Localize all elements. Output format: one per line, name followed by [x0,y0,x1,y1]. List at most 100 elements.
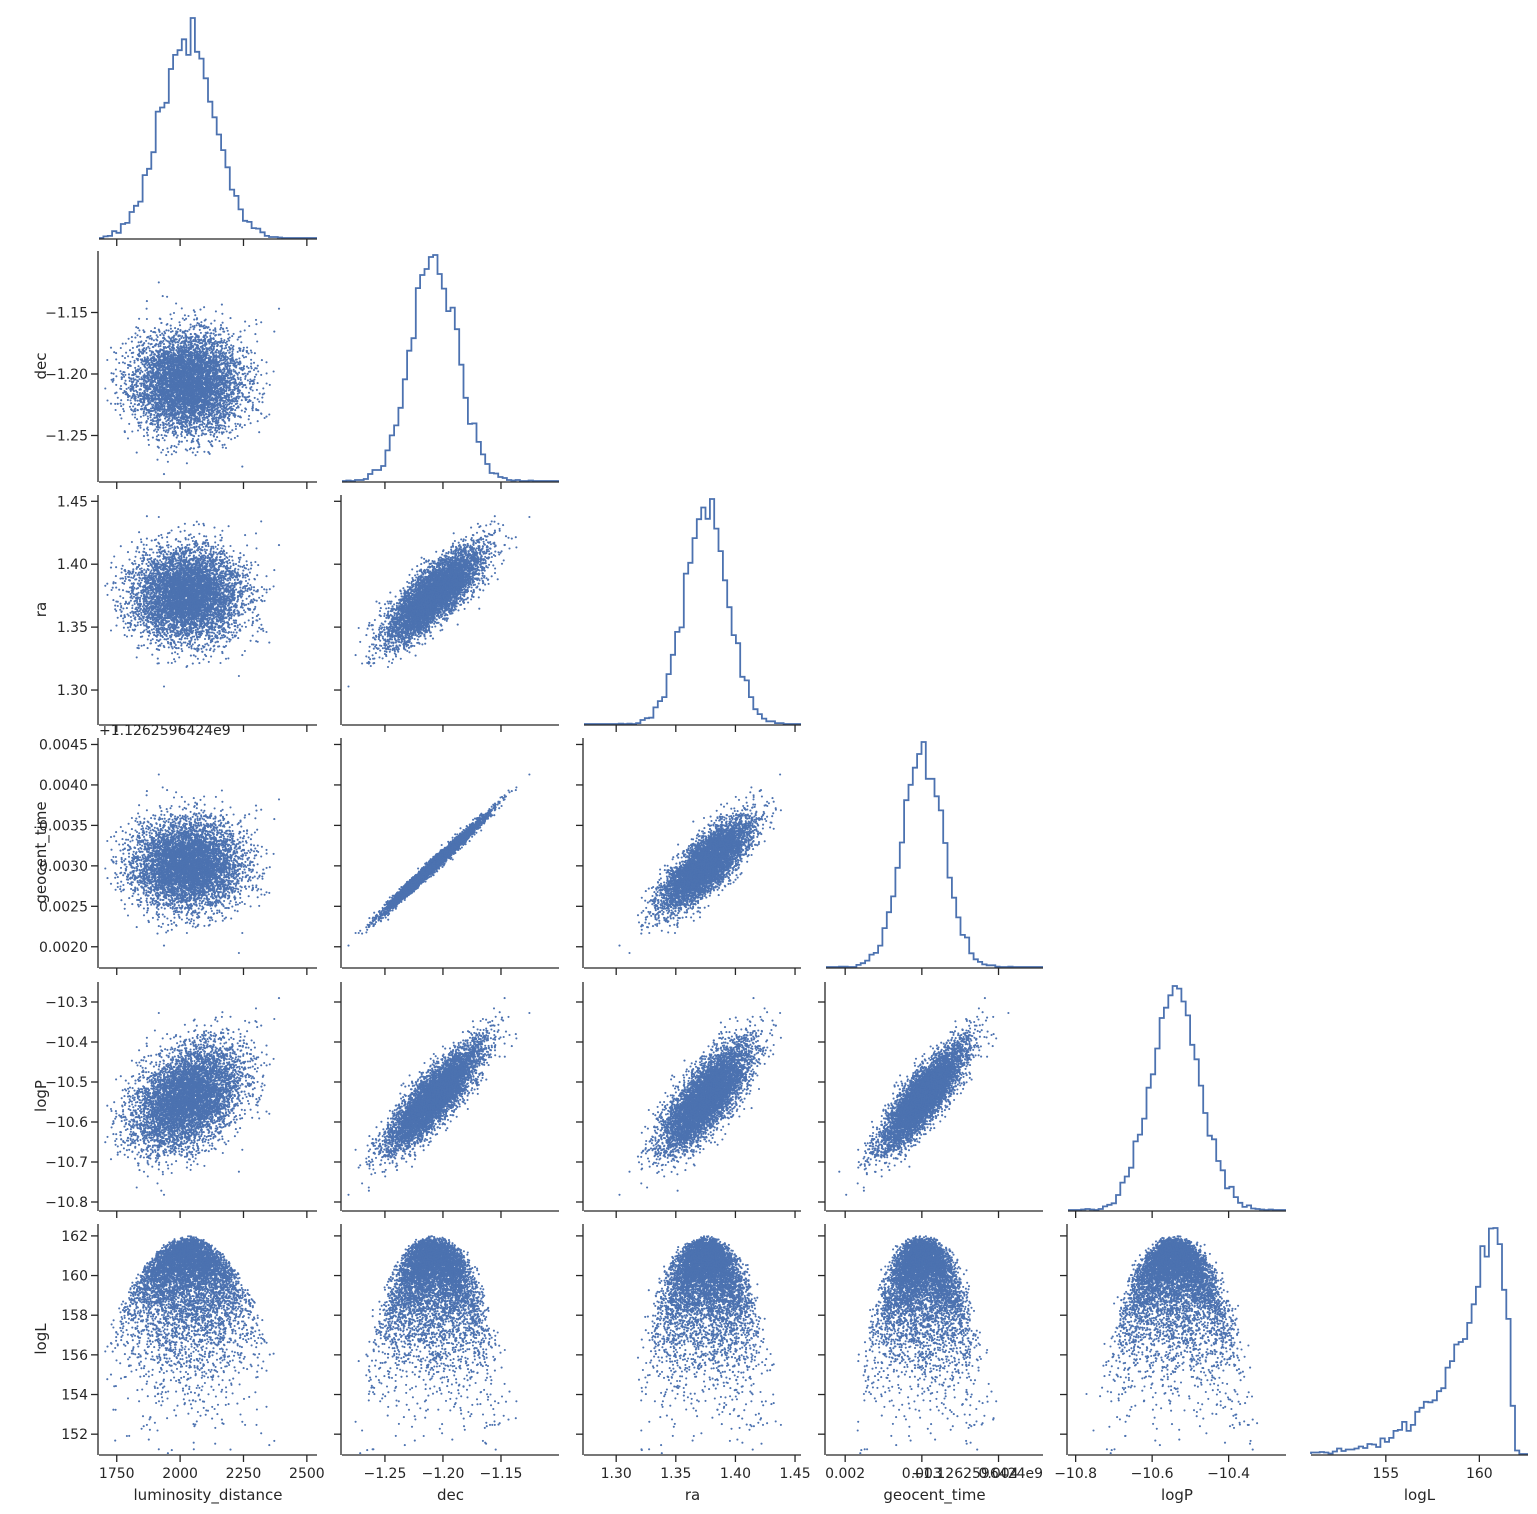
scatter-point [172,430,174,432]
scatter-point [163,343,165,345]
scatter-point [128,387,130,389]
scatter-point [239,381,241,383]
scatter-point [208,429,210,431]
scatter-point [157,343,159,345]
scatter-point [222,342,224,344]
scatter-point [120,385,122,387]
scatter-point [166,296,168,298]
scatter-point [170,352,172,354]
scatter-point [193,418,195,420]
scatter-point [229,317,231,319]
scatter-point [187,428,189,430]
scatter-point [176,416,178,418]
scatter-point [222,359,224,361]
scatter-point [222,427,224,429]
scatter-point [128,364,130,366]
scatter-point [139,336,141,338]
scatter-point [189,448,191,450]
scatter-point [196,324,198,326]
scatter-point [163,405,165,407]
scatter-point [199,329,201,331]
scatter-point [225,367,227,369]
scatter-point [136,452,138,454]
scatter-point [199,309,201,311]
scatter-point [222,328,224,330]
scatter-point [162,356,164,358]
scatter-point [249,381,251,383]
scatter-point [143,435,145,437]
scatter-point [239,336,241,338]
scatter-point [160,356,162,358]
scatter-point [228,352,230,354]
scatter-point [202,340,204,342]
scatter-point [140,361,142,363]
scatter-point [234,370,236,372]
scatter-point [209,349,211,351]
scatter-point [197,442,199,444]
scatter-point [214,429,216,431]
scatter-point [146,318,148,320]
scatter-point [220,350,222,352]
scatter-point [177,334,179,336]
scatter-point [181,431,183,433]
scatter-point [161,333,163,335]
scatter-point [179,324,181,326]
scatter-point [170,331,172,333]
scatter-point [166,414,168,416]
scatter-point [264,417,266,419]
scatter-point [220,396,222,398]
scatter-point [147,357,149,359]
scatter-point [177,344,179,346]
scatter-point [182,428,184,430]
scatter-point [152,357,154,359]
scatter-point [122,403,124,405]
scatter-point [131,378,133,380]
scatter-point [211,431,213,433]
scatter-point [237,351,239,353]
scatter-point [166,405,168,407]
scatter-point [164,354,166,356]
scatter-point [241,410,243,412]
scatter-point [136,380,138,382]
scatter-point [147,409,149,411]
scatter-point [252,380,254,382]
scatter-point [136,346,138,348]
scatter-point [148,342,150,344]
scatter-point [247,379,249,381]
scatter-point [166,377,168,379]
scatter-point [256,340,258,342]
scatter-point [242,373,244,375]
scatter-point [141,376,143,378]
scatter-point [214,329,216,331]
scatter-point [247,401,249,403]
scatter-point [214,320,216,322]
scatter-point [138,341,140,343]
scatter-point [223,367,225,369]
scatter-point [223,402,225,404]
scatter-point [250,359,252,361]
scatter-point [149,388,151,390]
scatter-point [136,334,138,336]
scatter-point [221,304,223,306]
scatter-point [188,329,190,331]
scatter-point [163,334,165,336]
scatter-point [174,327,176,329]
scatter-point [239,415,241,417]
scatter-point [212,410,214,412]
scatter-point [151,369,153,371]
scatter-layer [104,281,1258,1454]
scatter-point [176,426,178,428]
scatter-point [146,404,148,406]
scatter-point [115,368,117,370]
scatter-point [217,344,219,346]
scatter-point [198,335,200,337]
scatter-point [120,388,122,390]
scatter-point [223,389,225,391]
scatter-point [157,424,159,426]
scatter-point [248,325,250,327]
scatter-point [142,403,144,405]
scatter-point [219,409,221,411]
scatter-point [181,307,183,309]
scatter-point [129,406,131,408]
